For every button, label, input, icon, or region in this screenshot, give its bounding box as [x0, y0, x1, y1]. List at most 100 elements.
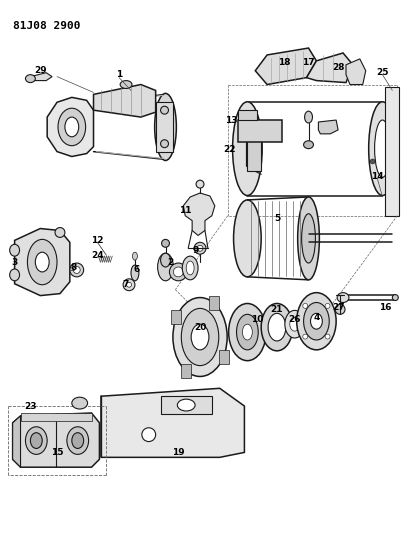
Ellipse shape [290, 317, 300, 331]
Ellipse shape [196, 180, 204, 188]
Ellipse shape [58, 108, 85, 146]
Text: 17: 17 [302, 58, 315, 67]
Text: 14: 14 [371, 172, 384, 181]
Ellipse shape [28, 239, 57, 285]
Ellipse shape [261, 303, 293, 351]
Bar [161, 396, 212, 414]
Bar [237, 120, 282, 142]
Ellipse shape [10, 269, 19, 281]
Ellipse shape [302, 214, 315, 263]
Ellipse shape [243, 324, 252, 340]
Bar [237, 110, 257, 120]
Ellipse shape [162, 239, 169, 247]
Text: 23: 23 [24, 401, 36, 410]
Text: 3: 3 [11, 257, 18, 266]
Bar [219, 350, 229, 364]
Ellipse shape [72, 397, 87, 409]
Text: 2: 2 [167, 257, 174, 266]
Polygon shape [101, 389, 244, 457]
Ellipse shape [161, 113, 171, 141]
Ellipse shape [194, 243, 206, 254]
Ellipse shape [234, 200, 261, 277]
Ellipse shape [297, 293, 336, 350]
Text: 16: 16 [379, 303, 392, 312]
Text: 5: 5 [274, 214, 280, 223]
Polygon shape [13, 413, 100, 467]
Bar [386, 87, 399, 216]
Ellipse shape [67, 427, 89, 455]
Text: 8: 8 [70, 263, 77, 272]
Ellipse shape [335, 304, 345, 314]
Polygon shape [30, 72, 52, 80]
Ellipse shape [35, 252, 49, 272]
Polygon shape [47, 98, 94, 157]
Ellipse shape [131, 265, 139, 281]
Ellipse shape [158, 253, 173, 281]
Ellipse shape [65, 117, 79, 137]
Ellipse shape [369, 102, 396, 196]
Ellipse shape [285, 310, 305, 338]
Text: 13: 13 [225, 116, 238, 125]
Bar [21, 413, 92, 421]
Text: 12: 12 [91, 236, 104, 245]
Ellipse shape [311, 313, 322, 329]
Ellipse shape [30, 433, 42, 448]
Text: 7: 7 [122, 280, 128, 289]
Ellipse shape [26, 75, 35, 83]
Ellipse shape [298, 197, 320, 280]
Text: 20: 20 [194, 322, 206, 332]
Ellipse shape [123, 279, 135, 290]
Bar [181, 364, 191, 378]
Polygon shape [15, 229, 70, 296]
Ellipse shape [177, 399, 195, 411]
Ellipse shape [304, 303, 329, 340]
Ellipse shape [55, 228, 65, 237]
Ellipse shape [169, 263, 187, 281]
Ellipse shape [375, 120, 390, 177]
Text: 29: 29 [34, 66, 47, 75]
Ellipse shape [232, 102, 262, 196]
Text: 26: 26 [288, 315, 301, 324]
Ellipse shape [303, 303, 308, 309]
Ellipse shape [370, 159, 375, 164]
Ellipse shape [303, 334, 308, 339]
Text: 15: 15 [51, 448, 63, 457]
Polygon shape [13, 416, 21, 467]
Ellipse shape [70, 263, 84, 277]
Ellipse shape [304, 141, 313, 149]
Ellipse shape [337, 293, 349, 303]
Ellipse shape [268, 313, 286, 341]
Bar [247, 130, 261, 171]
Ellipse shape [173, 297, 227, 376]
Polygon shape [183, 193, 215, 236]
Ellipse shape [325, 303, 330, 309]
Ellipse shape [73, 266, 80, 273]
Text: 10: 10 [251, 315, 263, 324]
Text: 6: 6 [134, 265, 140, 274]
Polygon shape [318, 120, 338, 134]
Ellipse shape [181, 309, 219, 366]
Bar [156, 102, 173, 151]
Ellipse shape [173, 267, 183, 277]
Polygon shape [307, 53, 353, 83]
Ellipse shape [182, 256, 198, 280]
Ellipse shape [155, 93, 176, 160]
Text: 9: 9 [193, 246, 199, 255]
Text: 25: 25 [376, 68, 389, 77]
Polygon shape [255, 48, 316, 85]
Text: 27: 27 [332, 303, 344, 312]
Text: 18: 18 [277, 58, 290, 67]
Text: 24: 24 [91, 251, 104, 260]
Ellipse shape [26, 427, 47, 455]
Ellipse shape [161, 140, 168, 148]
Ellipse shape [191, 324, 209, 350]
Polygon shape [94, 85, 156, 117]
Ellipse shape [161, 106, 168, 114]
Text: 81J08 2900: 81J08 2900 [13, 21, 80, 31]
Text: 22: 22 [224, 145, 236, 154]
Ellipse shape [161, 253, 171, 267]
Ellipse shape [197, 245, 203, 251]
Text: 19: 19 [172, 448, 185, 457]
Bar [171, 310, 181, 324]
Ellipse shape [126, 282, 132, 287]
